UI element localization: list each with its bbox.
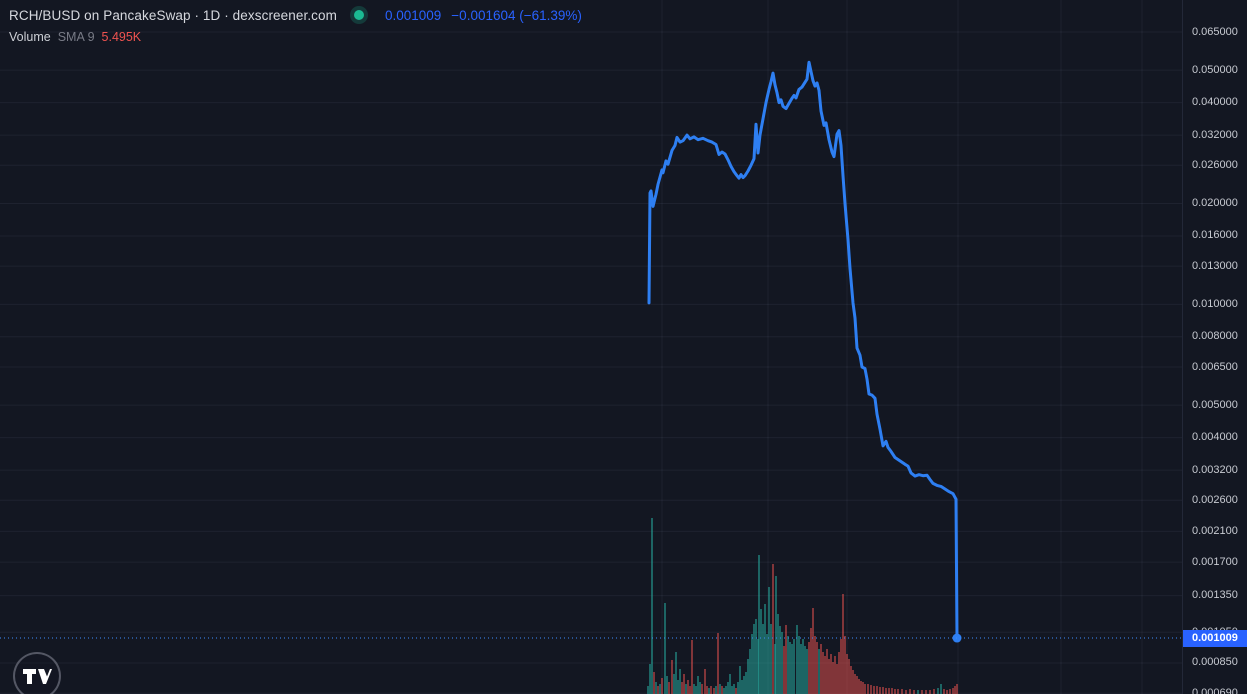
price-axis-label: 0.032000: [1192, 128, 1238, 141]
price-axis-label: 0.008000: [1192, 330, 1238, 343]
green-dot-icon: [353, 10, 364, 20]
sma-indicator-value: 5.495K: [101, 30, 142, 44]
price-axis-label: 0.040000: [1192, 96, 1238, 109]
indicator-row: Volume SMA 9 5.495K: [9, 28, 582, 46]
grid-lines: [0, 0, 1183, 694]
tv-glyph: [23, 668, 52, 684]
price-line-series: [647, 60, 962, 643]
price-axis-label: 0.065000: [1192, 25, 1238, 38]
current-price-label: 0.001009: [1183, 629, 1247, 647]
price-axis-label: 0.003200: [1192, 463, 1238, 476]
price-axis-label: 0.006500: [1192, 360, 1238, 373]
price-axis-label: 0.000690: [1192, 686, 1238, 694]
volume-series: [647, 518, 958, 694]
price-axis-label: 0.016000: [1192, 229, 1238, 242]
price-axis-label: 0.004000: [1192, 431, 1238, 444]
symbol-title: RCH/BUSD on PancakeSwap · 1D · dexscreen…: [9, 7, 337, 23]
price-axis-label: 0.005000: [1192, 398, 1238, 411]
price-axis-label: 0.026000: [1192, 158, 1238, 171]
price-axis-label: 0.000850: [1192, 656, 1238, 669]
price-change: −0.001604 (−61.39%): [451, 7, 582, 23]
price-axis-label: 0.002600: [1192, 493, 1238, 506]
volume-indicator-label: Volume: [9, 30, 51, 44]
price-axis-label: 0.013000: [1192, 259, 1238, 272]
sma-indicator-label: SMA 9: [57, 30, 95, 44]
price-axis[interactable]: 0.065000 0.050000 0.040000 0.032000 0.026000…: [1182, 0, 1247, 694]
price-axis-label: 0.010000: [1192, 297, 1238, 310]
price-axis-label: 0.001350: [1192, 589, 1238, 602]
price-axis-label: 0.050000: [1192, 63, 1238, 76]
price-axis-label: 0.001700: [1192, 555, 1238, 568]
price-axis-label: 0.020000: [1192, 196, 1238, 209]
price-axis-label: 0.002100: [1192, 524, 1238, 537]
tradingview-logo-icon[interactable]: [13, 652, 61, 694]
last-price: 0.001009: [384, 7, 442, 23]
chart-header: RCH/BUSD on PancakeSwap · 1D · dexscreen…: [9, 5, 582, 46]
price-quote: 0.001009 −0.001604 (−61.39%): [385, 8, 582, 23]
